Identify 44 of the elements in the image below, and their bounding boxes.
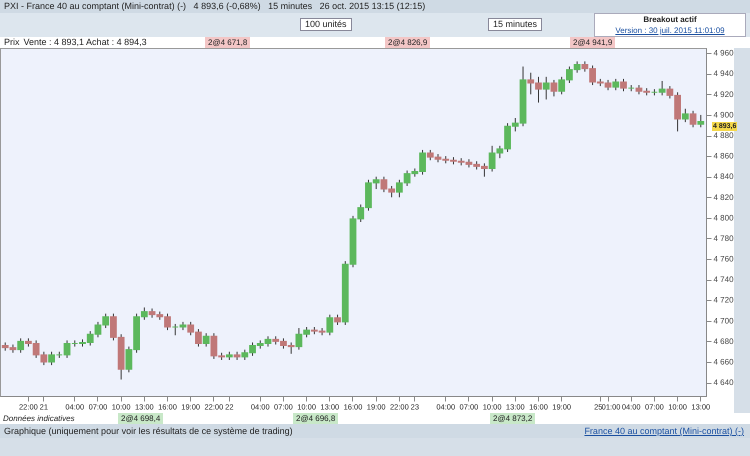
text: Prix (3, 37, 20, 47)
text: 2@4 873,2 (490, 413, 536, 424)
candlestick (550, 79, 558, 97)
text: Breakout actif (643, 15, 697, 24)
y-tick-label: 4 640 (714, 378, 734, 388)
candlestick (612, 78, 620, 91)
y-tick-label: 4 900 (714, 110, 734, 120)
y-tick-label: 4 760 (714, 254, 734, 264)
y-tick-label: 4 740 (714, 275, 734, 284)
candlestick (334, 314, 341, 326)
y-tick-label: 4 920 (714, 90, 734, 99)
y-tick-label: 4 780 (714, 234, 734, 243)
text: France 40 au comptant (Mini-contrat) (-) (584, 425, 744, 438)
text: 100 unités (300, 18, 352, 31)
candlestick (17, 338, 24, 354)
candlestick (690, 110, 696, 128)
y-tick-label: 4 660 (714, 358, 734, 367)
chart-subtitle: Vente : 4 893,1 Achat : 4 894,3 (24, 37, 147, 47)
y-tick-label: 4 860 (714, 152, 734, 161)
y-tick-label: 4 700 (714, 316, 734, 326)
y-tick-label: 4 880 (714, 131, 734, 140)
text: Version : 30 juil. 2015 11:01:09 (615, 26, 725, 35)
candlestick (682, 108, 689, 123)
y-tick-label: 4 720 (714, 296, 734, 305)
text: 2@4 941,9 (570, 37, 616, 48)
y-tick-label: 4 840 (714, 172, 734, 182)
candlestick (542, 76, 550, 100)
y-tick-label: 4 820 (714, 192, 734, 202)
candlestick (620, 78, 627, 92)
text: Graphique (uniquement pour voir les résultats de ce système de trading) (4, 426, 293, 436)
candlestick (202, 332, 210, 348)
text: 2@4 826,9 (385, 37, 430, 48)
text: 2@4 696,8 (293, 413, 338, 424)
text: 15 minutes (488, 18, 542, 31)
candlestick (326, 314, 334, 336)
candlestick (697, 114, 704, 128)
text: 2@4 698,4 (118, 413, 164, 424)
text: Données indicatives (3, 413, 75, 424)
y-tick-label: 4 960 (714, 48, 734, 58)
y-tick-label: 4 800 (714, 213, 734, 222)
chart-title: PXI - France 40 au comptant (Mini-contrat) (-) 4 893,6 (-0,68%) 15 minutes 26 oct. 2015 13:15 (12:15) (0, 0, 750, 13)
y-tick-label: 4 680 (714, 336, 734, 346)
text: 2@4 671,8 (205, 37, 250, 48)
y-tick-label: 4 940 (714, 69, 734, 78)
